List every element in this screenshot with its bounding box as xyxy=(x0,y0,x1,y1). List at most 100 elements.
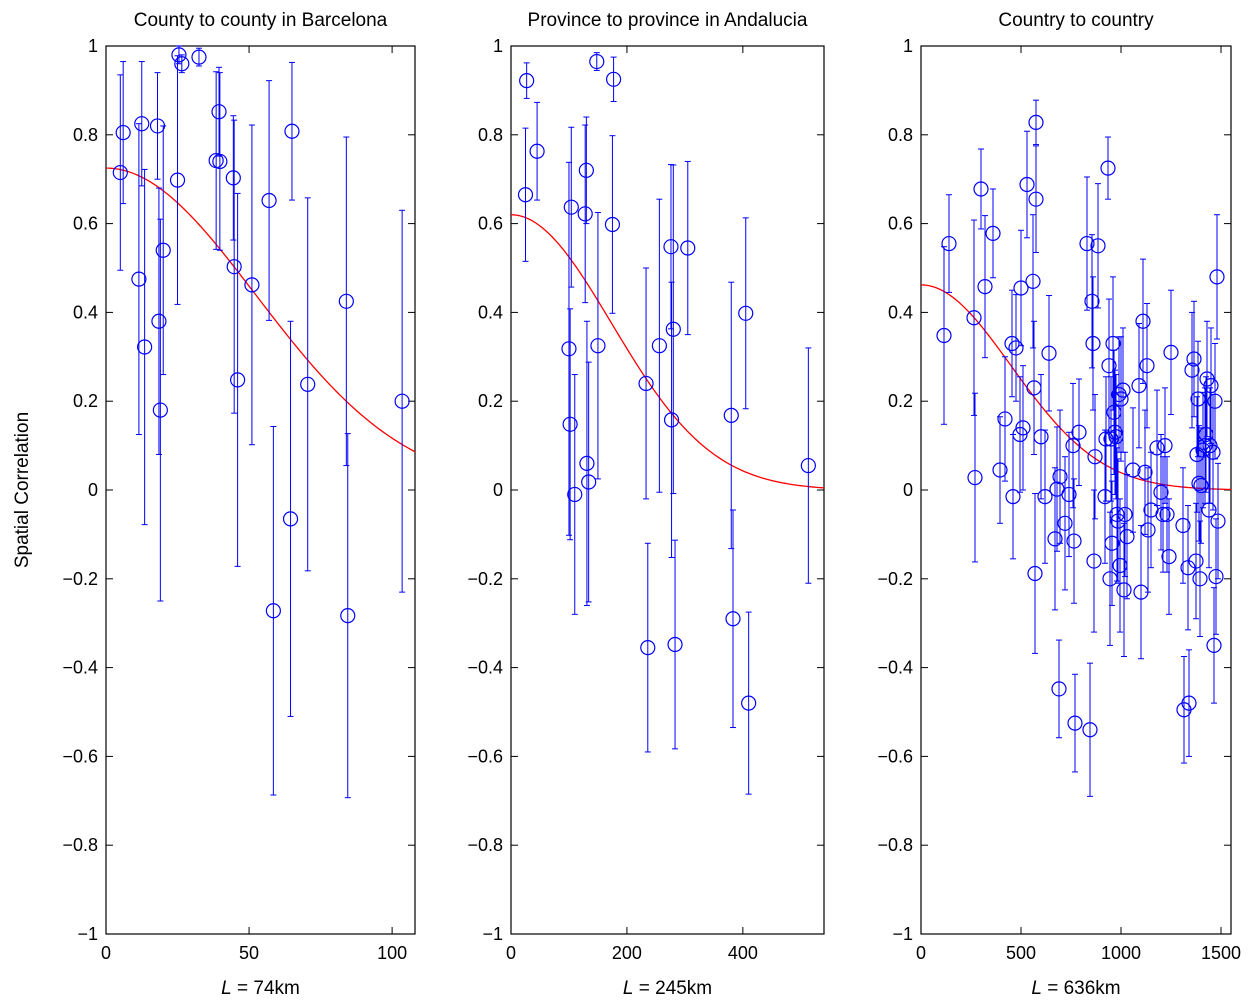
data-point xyxy=(966,219,982,416)
data-point xyxy=(589,52,605,71)
data-point xyxy=(265,426,281,796)
x-axis-label: L = 636km xyxy=(1031,978,1120,999)
fit-curve xyxy=(921,284,1231,491)
data-layer xyxy=(921,99,1231,797)
marker xyxy=(561,341,577,357)
data-point xyxy=(1067,673,1083,773)
marker xyxy=(1207,393,1223,409)
data-point xyxy=(1028,145,1044,253)
marker xyxy=(1085,335,1101,352)
data-point xyxy=(723,281,739,550)
y-tick-label: 0.4 xyxy=(478,302,503,322)
marker xyxy=(567,486,583,503)
marker xyxy=(1117,506,1133,523)
data-point xyxy=(284,61,300,201)
y-tick-label: 0.8 xyxy=(888,125,913,145)
marker xyxy=(578,162,594,178)
data-point xyxy=(131,123,147,435)
marker xyxy=(1208,568,1224,585)
marker xyxy=(1025,273,1041,289)
marker xyxy=(1090,238,1106,254)
marker xyxy=(282,511,299,527)
data-point xyxy=(579,320,595,606)
data-point xyxy=(1052,409,1068,544)
marker xyxy=(394,393,410,409)
data-point xyxy=(1155,456,1171,573)
y-tick-label: 1 xyxy=(88,36,98,56)
x-tick-label: 50 xyxy=(239,943,259,963)
marker xyxy=(605,71,622,87)
marker xyxy=(589,53,605,70)
marker xyxy=(581,474,597,490)
data-point xyxy=(1125,407,1141,533)
marker xyxy=(997,411,1013,427)
data-point xyxy=(211,66,227,157)
data-layer xyxy=(106,45,415,799)
panel-title: Country to country xyxy=(998,10,1154,31)
y-tick-label: 0.6 xyxy=(888,214,913,234)
marker xyxy=(1131,378,1147,394)
data-point xyxy=(338,136,354,467)
marker xyxy=(1184,362,1200,378)
data-point xyxy=(1175,467,1191,584)
data-point xyxy=(1207,342,1223,460)
marker xyxy=(1203,378,1219,394)
marker xyxy=(169,172,186,188)
marker xyxy=(1037,489,1053,505)
data-point xyxy=(1116,522,1132,657)
data-point xyxy=(1015,365,1031,491)
y-tick-label: −0.2 xyxy=(62,569,98,589)
marker xyxy=(1140,522,1156,538)
marker xyxy=(1188,553,1204,569)
x-axis-label: L = 245km xyxy=(623,978,712,999)
marker xyxy=(640,640,656,656)
y-tick-label: −0.6 xyxy=(467,746,503,766)
marker xyxy=(225,170,241,186)
data-point xyxy=(1100,136,1116,200)
y-tick-label: −0.4 xyxy=(62,658,98,678)
y-tick-label: 0.8 xyxy=(478,125,503,145)
data-point xyxy=(1071,378,1087,487)
marker xyxy=(1119,529,1135,545)
data-point xyxy=(665,164,681,495)
data-point xyxy=(1139,303,1155,429)
marker xyxy=(1033,429,1049,445)
marker xyxy=(1015,420,1031,436)
marker xyxy=(1028,114,1044,130)
data-point xyxy=(191,47,207,67)
marker xyxy=(1163,344,1179,360)
data-point xyxy=(1013,229,1029,347)
fit-curve xyxy=(511,214,824,489)
data-point xyxy=(300,197,316,572)
marker xyxy=(1101,358,1117,374)
y-tick-label: −1 xyxy=(77,924,98,944)
panel-title: County to county in Barcelona xyxy=(134,10,388,31)
marker xyxy=(1155,506,1171,523)
marker xyxy=(1013,280,1029,296)
data-point xyxy=(562,308,578,541)
marker xyxy=(1175,517,1191,534)
data-point xyxy=(1188,502,1204,620)
marker xyxy=(725,611,741,627)
data-point xyxy=(112,74,128,271)
data-point xyxy=(1184,311,1200,429)
data-point xyxy=(985,188,1001,279)
data-point xyxy=(1084,234,1100,369)
marker xyxy=(1061,486,1077,503)
y-tick-label: 0.4 xyxy=(888,302,913,322)
y-tick-label: −0.8 xyxy=(877,835,913,855)
data-point xyxy=(1037,429,1053,564)
marker xyxy=(936,327,952,344)
x-tick-label: 0 xyxy=(101,943,111,963)
marker xyxy=(663,412,680,428)
x-axis-label-value: = 245km xyxy=(633,978,712,999)
marker xyxy=(1027,565,1043,582)
x-axis-label-value: = 636km xyxy=(1042,978,1121,999)
marker xyxy=(151,313,167,329)
data-point xyxy=(1131,323,1147,449)
marker xyxy=(992,462,1008,478)
marker xyxy=(579,455,595,471)
plot-frame xyxy=(510,45,825,935)
marker xyxy=(244,277,260,293)
marker xyxy=(967,469,983,486)
